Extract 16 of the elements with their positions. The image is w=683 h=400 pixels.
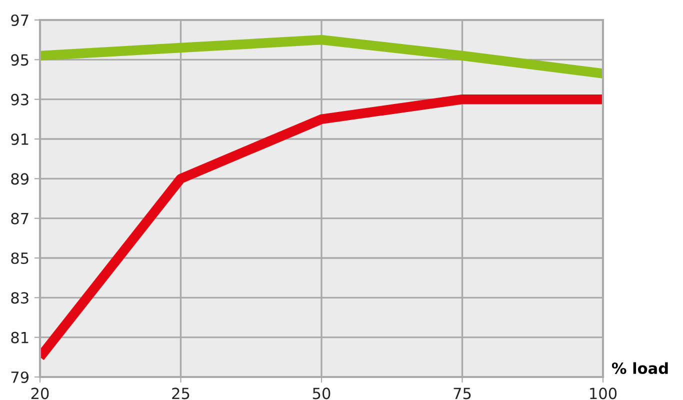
x-axis-title: % load (612, 362, 668, 374)
y-tick-label: 91 (11, 133, 28, 146)
x-tick-label: 75 (454, 388, 471, 400)
y-tick-label: 89 (11, 173, 29, 185)
y-tick-label: 79 (11, 371, 29, 384)
y-tick-label: 83 (11, 292, 28, 304)
y-tick-label: 85 (11, 252, 28, 264)
x-tick-label: 100 (590, 388, 617, 400)
y-tick-label: 81 (11, 332, 28, 344)
x-tick-label: 50 (312, 388, 330, 400)
y-tick-label: 95 (11, 54, 28, 66)
y-tick-label: 93 (11, 94, 28, 106)
x-tick-label: 20 (31, 388, 49, 400)
x-tick-label: 25 (172, 388, 190, 400)
y-tick-label: 97 (11, 14, 28, 26)
y-tick-label: 87 (11, 212, 28, 224)
